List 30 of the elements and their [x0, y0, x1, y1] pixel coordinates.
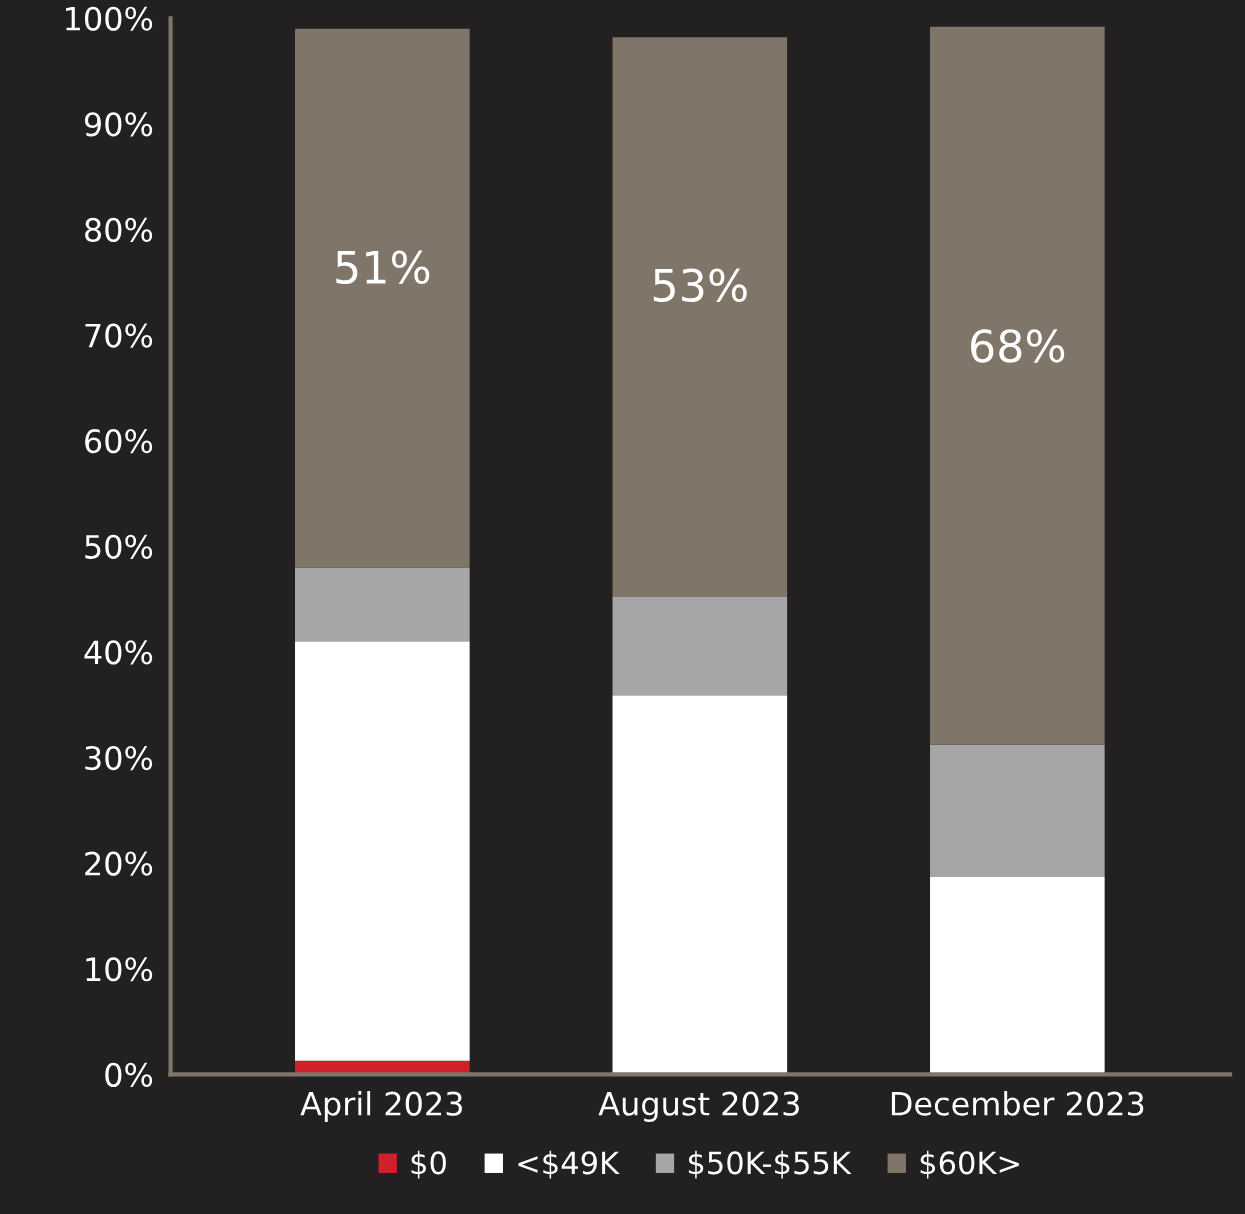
bar [295, 641, 470, 1061]
x-tick-label: April 2023 [300, 1091, 463, 1122]
y-tick-label: 50% [85, 534, 153, 559]
data-label: 53% [653, 268, 747, 303]
x-tick-label: December 2023 [891, 1091, 1144, 1116]
legend-label: $0 [411, 1150, 446, 1179]
y-tick-label: 70% [85, 323, 153, 348]
y-tick-label: 80% [85, 217, 153, 243]
y-tick-label: 30% [85, 745, 153, 771]
bar [612, 597, 788, 696]
legend-label: <$49K [518, 1150, 620, 1179]
data-label: 68% [971, 329, 1065, 363]
y-tick-label: 60% [85, 429, 153, 454]
y-tick-label: 0% [105, 1062, 153, 1087]
bar [612, 695, 788, 1075]
bar [930, 744, 1105, 877]
legend-label: $50K-$55K [688, 1150, 852, 1179]
y-tick-label: 40% [84, 640, 153, 665]
y-tick-label: 90% [84, 112, 153, 137]
y-tick-label: 20% [85, 851, 153, 876]
bar [295, 567, 470, 642]
bar [612, 37, 788, 597]
bar [930, 876, 1105, 1075]
bar [295, 28, 470, 568]
y-tick-label: 10% [86, 957, 153, 982]
data-label: 51% [336, 250, 430, 285]
legend-label: $60K> [920, 1150, 1019, 1179]
x-tick-label: August 2023 [598, 1091, 799, 1122]
y-tick-label: 100% [66, 6, 153, 31]
bar [930, 26, 1105, 745]
